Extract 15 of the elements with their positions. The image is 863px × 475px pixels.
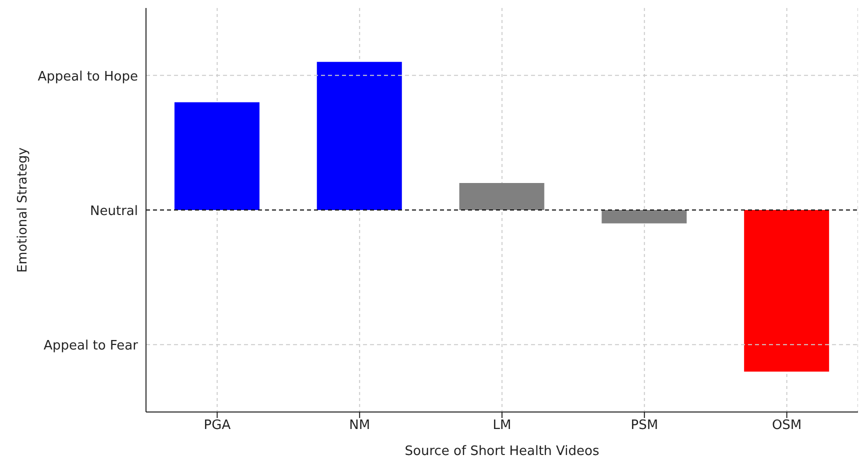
bar bbox=[602, 210, 687, 224]
x-tick-label: PSM bbox=[630, 418, 658, 434]
bar bbox=[316, 62, 402, 210]
x-tick-label: OSM bbox=[772, 418, 802, 434]
text: Emotional Strategy bbox=[16, 147, 31, 273]
bar bbox=[459, 183, 544, 210]
bar bbox=[174, 102, 260, 210]
ref-line-label: Appeal to Hope bbox=[38, 69, 138, 84]
bar bbox=[744, 210, 830, 372]
x-axis-title: Source of Short Health Videos bbox=[404, 444, 600, 459]
x-tick-label: PGA bbox=[204, 418, 231, 434]
ref-line-label: Neutral bbox=[90, 204, 138, 219]
x-tick-label: NM bbox=[349, 418, 370, 434]
x-tick-label: LM bbox=[492, 418, 512, 434]
ref-line-label: Appeal to Fear bbox=[44, 338, 139, 354]
